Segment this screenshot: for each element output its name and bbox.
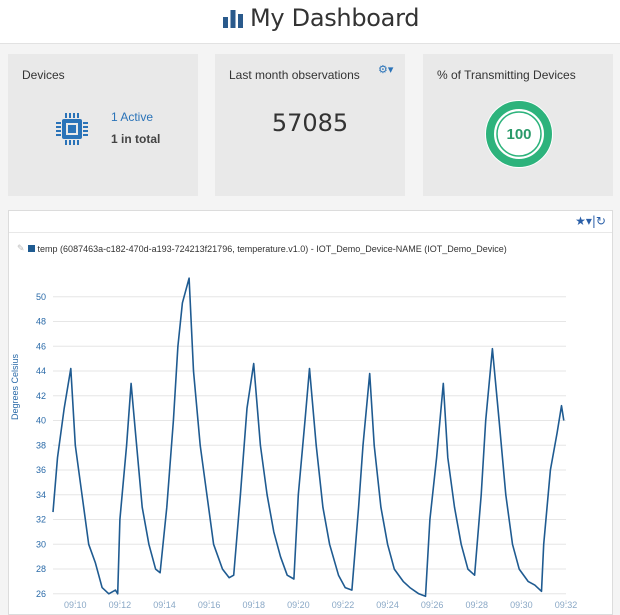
chart-legend[interactable]: ✎ temp (6087463a-c182-470d-a193-724213f2… <box>17 243 507 254</box>
observations-card-title: Last month observations <box>229 68 360 82</box>
observations-card: Last month observations ⚙▾ 57085 <box>215 54 405 196</box>
title-wrap: My Dashboard <box>222 4 419 32</box>
dashboard-header: My Dashboard <box>0 0 620 44</box>
devices-card: Devices 1 Active 1 in total <box>8 54 198 196</box>
bar-chart-icon <box>223 10 243 28</box>
gauge-ring <box>486 101 552 167</box>
transmitting-card: % of Transmitting Devices 100 <box>423 54 613 196</box>
legend-swatch <box>27 245 35 252</box>
panel-toolbar: ★▾|↻ <box>9 211 612 233</box>
active-devices-link[interactable]: 1 Active <box>111 110 154 124</box>
gear-dropdown-icon[interactable]: ⚙▾ <box>378 63 394 76</box>
cpu-chip-icon <box>56 113 88 145</box>
percent-gauge: 100 <box>485 100 553 168</box>
chart-panel: ★▾|↻ ✎ temp (6087463a-c182-470d-a193-724… <box>8 210 613 615</box>
devices-card-title: Devices <box>22 68 65 82</box>
gauge-inner <box>496 111 542 157</box>
chart-ylabel: Degrees Celsius <box>10 353 20 420</box>
observations-count: 57085 <box>271 109 349 137</box>
star-dropdown-refresh-icon[interactable]: ★▾|↻ <box>575 214 606 228</box>
page-title: My Dashboard <box>250 4 420 32</box>
total-devices-text: 1 in total <box>111 132 161 146</box>
transmitting-card-title: % of Transmitting Devices <box>437 68 576 82</box>
pencil-icon[interactable]: ✎ <box>17 243 25 253</box>
legend-label: temp (6087463a-c182-470d-a193-724213f217… <box>37 243 507 254</box>
gauge-value: 100 <box>506 126 531 143</box>
